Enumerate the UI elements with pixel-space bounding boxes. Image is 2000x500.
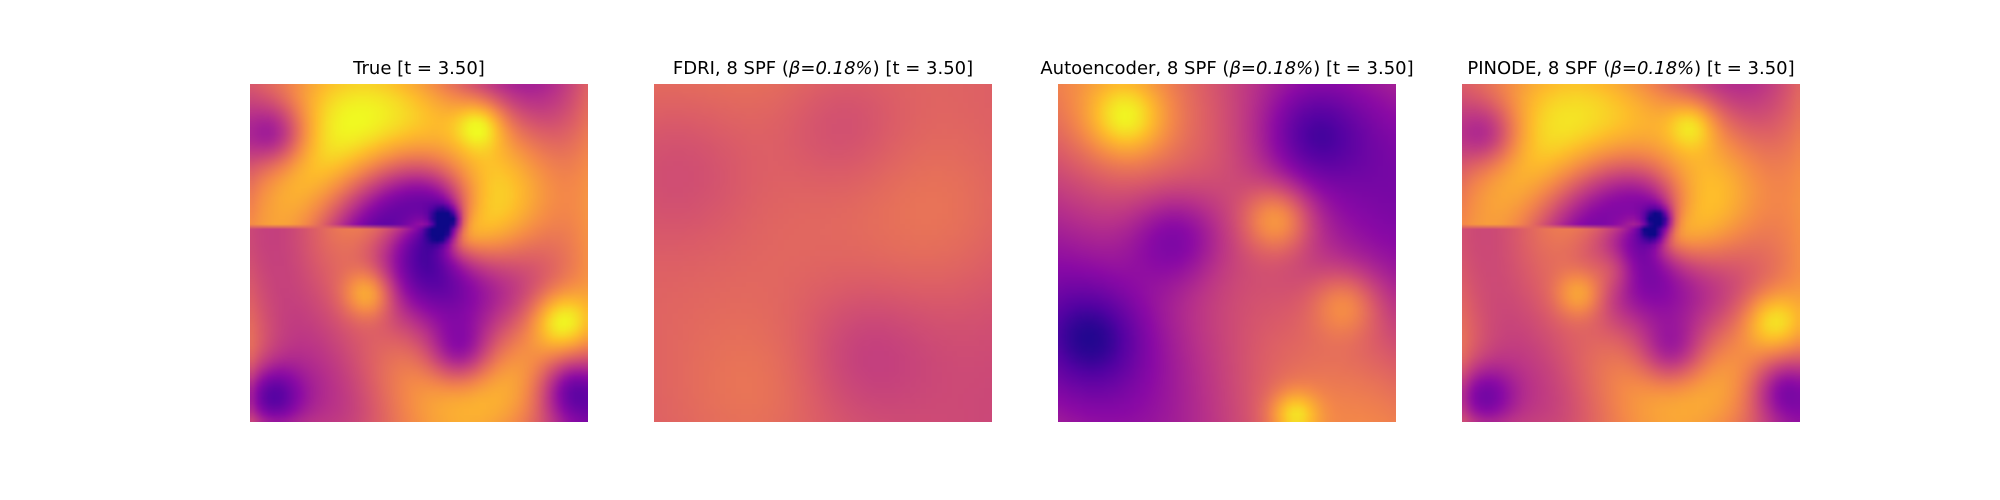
panel-title-text: Autoencoder, 8 SPF ( [1040, 58, 1230, 79]
panel-title-time: ) [t = 3.50] [1694, 58, 1795, 79]
panel-title-time: ) [t = 3.50] [1313, 58, 1414, 79]
field-image-fdri [654, 84, 992, 422]
panel-title-text: FDRI, 8 SPF ( [672, 58, 789, 79]
panel-title-fdri: FDRI, 8 SPF (β=0.18%) [t = 3.50] [633, 58, 1013, 79]
panel-title-text: PINODE, 8 SPF ( [1467, 58, 1611, 79]
panel-title-pinode: PINODE, 8 SPF (β=0.18%) [t = 3.50] [1441, 58, 1821, 79]
panel-title-beta: β=0.18% [1229, 58, 1314, 79]
field-image-pinode [1462, 84, 1800, 422]
panel-title-autoencoder: Autoencoder, 8 SPF (β=0.18%) [t = 3.50] [1037, 58, 1417, 79]
panel-title-true: True [t = 3.50] [229, 58, 609, 79]
field-image-true [250, 84, 588, 422]
panel-title-beta: β=0.18% [1610, 58, 1695, 79]
panel-title-time: ) [t = 3.50] [872, 58, 974, 79]
field-image-autoencoder [1058, 84, 1396, 422]
panel-title-beta: β=0.18% [788, 58, 873, 79]
panel-title-text: True [t = 3.50] [353, 58, 485, 79]
